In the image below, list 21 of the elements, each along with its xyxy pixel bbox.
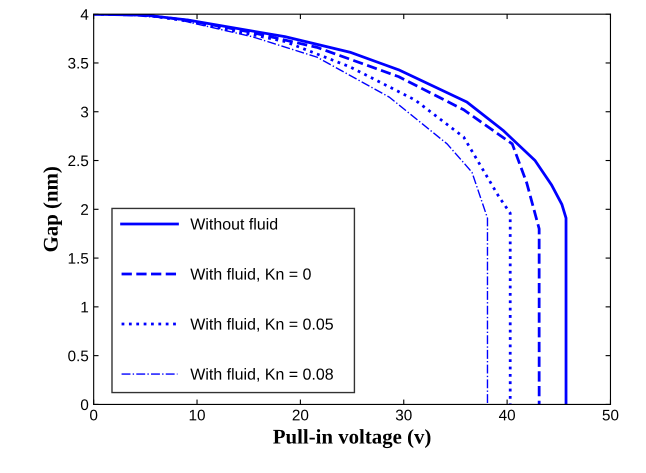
y-tick-label: 3.5 xyxy=(68,58,88,69)
y-axis-title: Gap (nm) xyxy=(43,167,62,252)
x-tick-label: 50 xyxy=(602,410,618,420)
y-tick-label: 2.5 xyxy=(68,155,88,166)
legend-label: With fluid, Kn = 0.08 xyxy=(190,368,333,382)
x-tick-label: 10 xyxy=(190,410,205,420)
legend-label: With fluid, Kn = 0 xyxy=(190,268,311,282)
y-tick-label: 1.5 xyxy=(68,253,88,264)
x-tick-label: 30 xyxy=(396,410,412,420)
legend-label: Without fluid xyxy=(190,218,278,230)
y-tick-label: 1 xyxy=(81,302,88,312)
legend-label: With fluid, Kn = 0.05 xyxy=(190,318,333,332)
y-tick-label: 0 xyxy=(80,399,88,410)
y-tick-label: 4 xyxy=(80,9,88,20)
x-tick-label: 40 xyxy=(498,410,516,420)
x-tick-label: 0 xyxy=(90,410,98,420)
x-axis-title: Pull-in voltage (v) xyxy=(273,429,430,448)
y-tick-label: 3 xyxy=(80,106,88,118)
x-tick-label: 20 xyxy=(292,410,308,420)
y-tick-label: 2 xyxy=(81,204,88,215)
y-tick-label: 0.5 xyxy=(68,350,88,362)
